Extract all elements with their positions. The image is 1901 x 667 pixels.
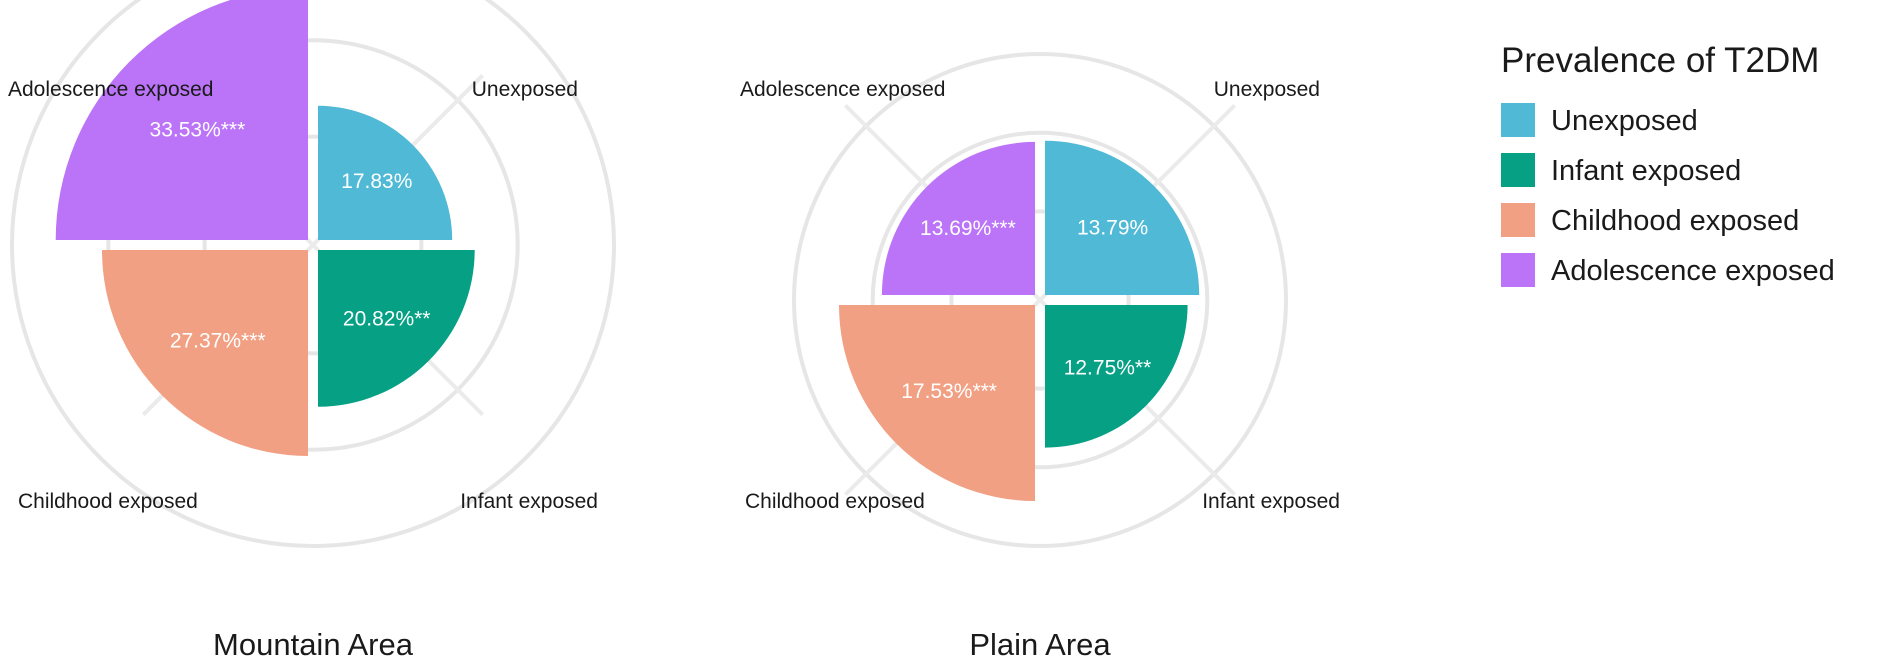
value-label-unexposed: 13.79% — [1077, 216, 1148, 239]
legend-title: Prevalence of T2DM — [1501, 41, 1819, 80]
grid-circle-3 — [792, 52, 1288, 548]
legend-swatch-infant-exposed — [1501, 153, 1535, 187]
value-label-infant-exposed: 20.82%** — [343, 308, 431, 331]
plain-value-labels: 13.79% 12.75%** 17.53%*** 13.69%*** — [901, 216, 1151, 403]
wedge-unexposed — [1045, 140, 1200, 295]
plain-polar-grid — [792, 52, 1288, 548]
grid-circle-2 — [106, 38, 520, 452]
category-label-adolescence-exposed: Adolescence exposed — [8, 78, 213, 101]
wedge-adolescence-exposed — [881, 141, 1035, 295]
mountain-area-panel: 17.83% 20.82%** 27.37%*** 33.53%*** Unexpos… — [8, 0, 616, 662]
value-label-childhood-exposed: 27.37%*** — [170, 329, 266, 352]
wedge-unexposed — [318, 105, 453, 240]
legend-swatch-childhood-exposed — [1501, 203, 1535, 237]
mountain-value-labels: 17.83% 20.82%** 27.37%*** 33.53%*** — [150, 118, 431, 352]
category-label-childhood-exposed: Childhood exposed — [18, 490, 198, 513]
grid-circle-1 — [949, 209, 1131, 391]
plain-area-title: Plain Area — [969, 627, 1111, 662]
value-label-childhood-exposed: 17.53%*** — [901, 380, 997, 403]
legend: Prevalence of T2DM Unexposed Infant expos… — [1501, 41, 1835, 287]
plain-wedges — [839, 140, 1200, 501]
legend-swatch-unexposed — [1501, 103, 1535, 137]
grid-circle-2 — [870, 130, 1210, 470]
mountain-category-labels: Unexposed Infant exposed Childhood exposed… — [8, 78, 598, 513]
mountain-area-title: Mountain Area — [213, 627, 414, 662]
wedge-infant-exposed — [318, 250, 475, 407]
legend-label-childhood-exposed: Childhood exposed — [1551, 205, 1799, 237]
legend-label-infant-exposed: Infant exposed — [1551, 155, 1741, 187]
plain-area-panel: 13.79% 12.75%** 17.53%*** 13.69%*** Unexpos… — [740, 52, 1340, 662]
grid-circle-1 — [202, 134, 424, 356]
legend-label-adolescence-exposed: Adolescence exposed — [1551, 255, 1835, 287]
wedge-childhood-exposed — [102, 250, 308, 456]
wedge-adolescence-exposed — [55, 0, 308, 240]
value-label-unexposed: 17.83% — [341, 170, 412, 193]
category-label-infant-exposed: Infant exposed — [1202, 490, 1340, 513]
wedge-childhood-exposed — [839, 305, 1035, 501]
grid-circle-3 — [10, 0, 616, 548]
category-label-unexposed: Unexposed — [472, 78, 578, 101]
category-label-adolescence-exposed: Adolescence exposed — [740, 78, 945, 101]
value-label-adolescence-exposed: 13.69%*** — [920, 217, 1016, 240]
mountain-wedges — [55, 0, 475, 456]
legend-label-unexposed: Unexposed — [1551, 105, 1698, 137]
category-label-infant-exposed: Infant exposed — [460, 490, 598, 513]
category-label-unexposed: Unexposed — [1214, 78, 1320, 101]
legend-items: Unexposed Infant exposed Childhood exposed… — [1501, 103, 1835, 287]
wedge-infant-exposed — [1045, 305, 1188, 448]
category-label-childhood-exposed: Childhood exposed — [745, 490, 925, 513]
legend-swatch-adolescence-exposed — [1501, 253, 1535, 287]
value-label-adolescence-exposed: 33.53%*** — [150, 118, 246, 141]
plain-category-labels: Unexposed Infant exposed Childhood exposed… — [740, 78, 1340, 513]
value-label-infant-exposed: 12.75%** — [1064, 357, 1152, 380]
